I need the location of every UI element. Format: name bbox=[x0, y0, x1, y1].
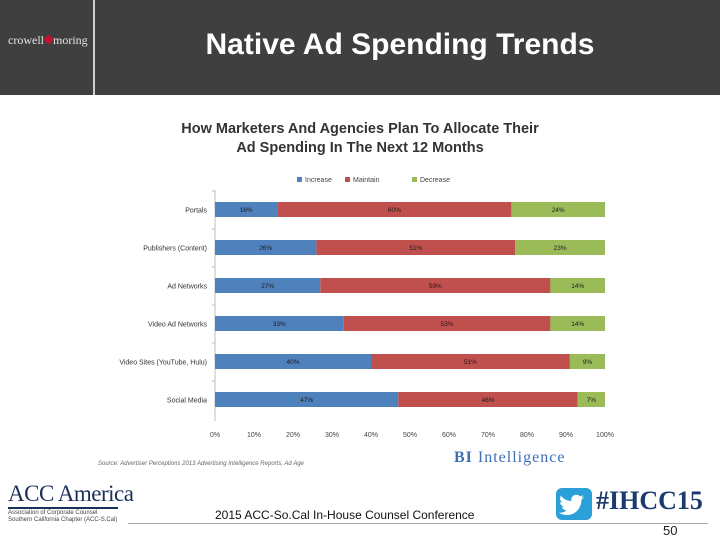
slide-title: Native Ad Spending Trends bbox=[205, 28, 595, 61]
bar-decrease bbox=[550, 316, 605, 331]
x-tick-label: 100% bbox=[596, 432, 614, 439]
bar-increase bbox=[215, 202, 278, 217]
data-label: 16% bbox=[240, 207, 253, 214]
legend-label-increase: Increase bbox=[305, 177, 332, 184]
bar-maintain bbox=[343, 316, 551, 331]
category-label: Publishers (Content) bbox=[143, 246, 207, 253]
bar-decrease bbox=[550, 278, 605, 293]
bar-increase bbox=[215, 240, 317, 255]
footer-divider bbox=[128, 523, 708, 524]
legend-swatch-decrease bbox=[412, 177, 417, 182]
chart-source: Source: Advertiser Perceptions 2013 Adve… bbox=[98, 461, 304, 467]
data-label: 47% bbox=[300, 397, 313, 404]
x-tick-label: 30% bbox=[325, 432, 339, 439]
bar-maintain bbox=[277, 202, 512, 217]
bar-increase bbox=[215, 354, 371, 369]
chart-title-line1: How Marketers And Agencies Plan To Alloc… bbox=[181, 121, 539, 137]
x-tick-label: 90% bbox=[559, 432, 573, 439]
data-label: 59% bbox=[429, 283, 442, 290]
acc-name: ACC America bbox=[8, 481, 134, 506]
x-tick-label: 0% bbox=[210, 432, 220, 439]
data-label: 24% bbox=[552, 207, 565, 214]
data-label: 27% bbox=[261, 283, 274, 290]
data-label: 51% bbox=[464, 359, 477, 366]
data-label: 40% bbox=[286, 359, 299, 366]
x-tick-label: 60% bbox=[442, 432, 456, 439]
acc-america-logo: ACC America Association of Corporate Cou… bbox=[8, 482, 138, 527]
bar-maintain bbox=[320, 278, 551, 293]
logo-left-text: crowell bbox=[8, 33, 44, 47]
page-number: 50 bbox=[663, 523, 678, 538]
category-label: Video Ad Networks bbox=[148, 322, 208, 329]
data-label: 33% bbox=[273, 321, 286, 328]
bar-increase bbox=[215, 316, 344, 331]
bar-decrease bbox=[515, 240, 605, 255]
data-label: 23% bbox=[554, 245, 567, 252]
bar-increase bbox=[215, 278, 321, 293]
conference-name: 2015 ACC-So.Cal In-House Counsel Confere… bbox=[215, 508, 475, 522]
data-label: 26% bbox=[259, 245, 272, 252]
x-tick-label: 70% bbox=[481, 432, 495, 439]
x-tick-label: 80% bbox=[520, 432, 534, 439]
chart-title: How Marketers And Agencies Plan To Alloc… bbox=[120, 120, 600, 158]
bar-decrease bbox=[577, 392, 605, 407]
bar-maintain bbox=[398, 392, 578, 407]
x-tick-label: 10% bbox=[247, 432, 261, 439]
bar-increase bbox=[215, 392, 399, 407]
acc-line2: Southern California Chapter (ACC-S.Cal) bbox=[8, 517, 118, 523]
data-label: 14% bbox=[571, 283, 584, 290]
legend-swatch-maintain bbox=[345, 177, 350, 182]
acc-line1: Association of Corporate Counsel bbox=[8, 510, 98, 516]
data-label: 46% bbox=[481, 397, 494, 404]
x-tick-label: 50% bbox=[403, 432, 417, 439]
data-label: 51% bbox=[409, 245, 422, 252]
crowell-moring-logo: crowell moring bbox=[0, 0, 95, 95]
bar-decrease bbox=[511, 202, 605, 217]
event-hashtag: #IHCC15 bbox=[596, 486, 703, 515]
twitter-bird-icon bbox=[556, 488, 592, 520]
category-label: Social Media bbox=[167, 398, 207, 405]
data-label: 53% bbox=[441, 321, 454, 328]
category-label: Video Sites (YouTube, Hulu) bbox=[119, 360, 207, 367]
category-label: Ad Networks bbox=[167, 284, 207, 291]
acc-rule bbox=[8, 507, 118, 509]
data-label: 7% bbox=[587, 397, 597, 404]
header-bar bbox=[0, 0, 720, 95]
legend-label-maintain: Maintain bbox=[353, 177, 380, 184]
legend-swatch-increase bbox=[297, 177, 302, 182]
x-tick-label: 20% bbox=[286, 432, 300, 439]
bi-intelligence-logo: BI Intelligence bbox=[454, 449, 566, 466]
bar-decrease bbox=[569, 354, 605, 369]
bar-maintain bbox=[316, 240, 516, 255]
category-label: Portals bbox=[185, 208, 207, 215]
data-label: 9% bbox=[583, 359, 593, 366]
legend-label-decrease: Decrease bbox=[420, 177, 450, 184]
logo-right-text: moring bbox=[52, 33, 88, 47]
chart-title-line2: Ad Spending In The Next 12 Months bbox=[236, 140, 484, 156]
bar-maintain bbox=[371, 354, 570, 369]
data-label: 60% bbox=[388, 207, 401, 214]
data-label: 14% bbox=[571, 321, 584, 328]
x-tick-label: 40% bbox=[364, 432, 378, 439]
